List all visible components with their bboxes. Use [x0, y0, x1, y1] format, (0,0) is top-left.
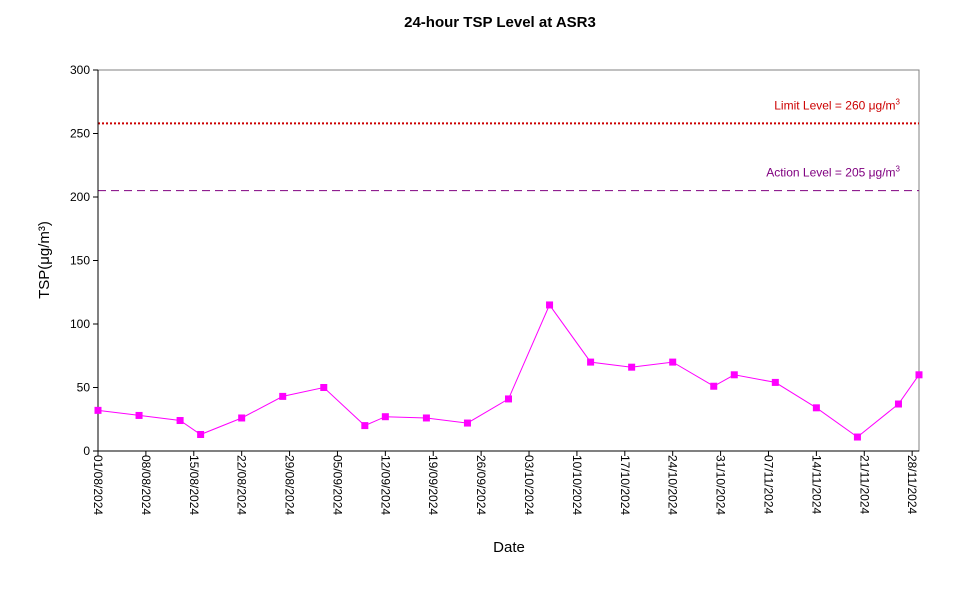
x-tick-label: 03/10/2024	[522, 455, 536, 515]
data-point-marker	[463, 419, 471, 427]
series-line	[97, 303, 920, 438]
x-tick-label: 10/10/2024	[570, 455, 584, 515]
data-point-marker	[197, 430, 205, 438]
x-tick-label: 19/09/2024	[426, 455, 440, 515]
y-tick-label: 0	[83, 444, 90, 458]
x-tick-label: 01/08/2024	[91, 455, 105, 515]
data-point-marker	[812, 404, 820, 412]
x-tick-label: 31/10/2024	[714, 455, 728, 515]
data-point-marker	[915, 371, 923, 379]
plot-area-frame	[97, 69, 920, 452]
x-tick-label: 21/11/2024	[857, 455, 871, 514]
data-point-marker	[710, 382, 718, 390]
x-tick-label: 22/08/2024	[235, 455, 249, 515]
data-point-marker	[894, 400, 902, 408]
y-tick-label: 250	[70, 127, 90, 141]
action-level-label: Action Level = 205 μg/m3	[766, 165, 900, 180]
limit-level-label: Limit Level = 260 μg/m3	[774, 97, 900, 112]
x-tick-label: 17/10/2024	[618, 455, 632, 515]
y-axis: 0 50 100 150 200 250 300	[70, 63, 99, 458]
x-tick-label: 07/11/2024	[761, 455, 775, 514]
data-point-marker	[422, 414, 430, 422]
data-point-marker	[361, 422, 369, 430]
chart-title: 24-hour TSP Level at ASR3	[404, 14, 596, 31]
y-tick-label: 150	[70, 254, 90, 268]
limit-level-label-text: Limit Level = 260 μg/m	[774, 98, 895, 112]
data-point-marker	[238, 414, 246, 422]
data-point-marker	[135, 411, 143, 419]
y-tick-label: 50	[77, 381, 91, 395]
y-tick-label: 300	[70, 63, 90, 77]
x-tick-label: 28/11/2024	[905, 455, 919, 514]
y-axis-label: TSP(μg/m³)	[36, 221, 53, 299]
x-tick-label: 12/09/2024	[378, 455, 392, 515]
x-tick-label: 29/08/2024	[283, 455, 297, 515]
limit-level-label-superscript: 3	[896, 97, 901, 106]
action-level-label-text: Action Level = 205 μg/m	[766, 166, 895, 180]
data-point-marker	[505, 395, 512, 403]
data-point-marker	[381, 413, 389, 421]
data-point-marker	[730, 371, 738, 379]
data-point-marker	[669, 358, 677, 366]
x-axis-label: Date	[493, 539, 525, 556]
series-tsp	[94, 301, 923, 441]
data-point-marker	[279, 392, 287, 400]
x-tick-label: 24/10/2024	[666, 455, 680, 515]
data-point-marker	[546, 301, 554, 309]
y-tick-label: 100	[70, 317, 90, 331]
data-point-marker	[771, 378, 779, 386]
x-tick-label: 14/11/2024	[809, 455, 823, 514]
x-tick-label: 26/09/2024	[474, 455, 488, 515]
data-point-marker	[176, 417, 184, 425]
data-point-marker	[94, 406, 102, 414]
x-axis: 01/08/2024 08/08/2024 15/08/2024 22/08/2024…	[91, 450, 919, 515]
x-tick-label: 15/08/2024	[187, 455, 201, 515]
action-level-label-superscript: 3	[896, 165, 901, 174]
data-point-marker	[853, 433, 861, 441]
x-tick-label: 08/08/2024	[139, 455, 153, 515]
data-point-marker	[628, 363, 636, 371]
y-tick-label: 200	[70, 190, 90, 204]
data-point-marker	[587, 358, 595, 366]
data-point-marker	[320, 384, 328, 391]
x-tick-label: 05/09/2024	[330, 455, 344, 515]
